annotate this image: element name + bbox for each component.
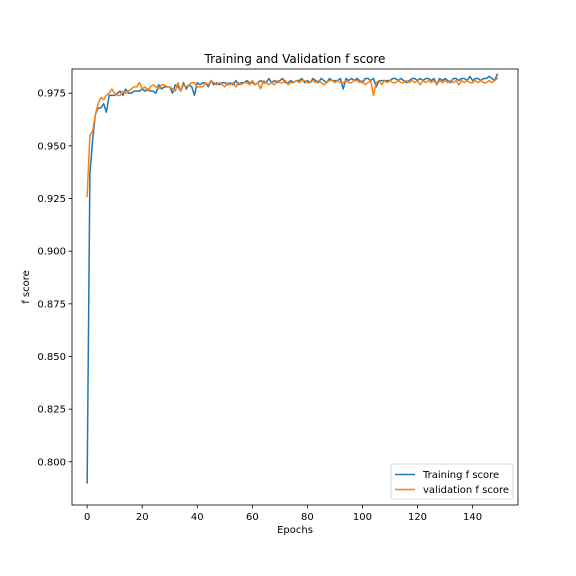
y-tick-label: 0.850 xyxy=(37,352,66,363)
legend: Training f score validation f score xyxy=(390,463,514,500)
y-tick-label: 0.875 xyxy=(37,299,66,310)
x-tick-label: 120 xyxy=(408,512,427,523)
x-axis-label: Epochs xyxy=(277,525,313,536)
series-line-training xyxy=(86,73,499,484)
y-tick-label: 0.925 xyxy=(37,194,66,205)
x-tick-label: 40 xyxy=(191,512,204,523)
x-tick-label: 100 xyxy=(353,512,372,523)
x-tick-label: 0 xyxy=(84,512,90,523)
y-tick-label: 0.900 xyxy=(37,247,66,258)
legend-label-training: Training f score xyxy=(422,470,499,481)
legend-label-validation: validation f score xyxy=(423,485,509,496)
x-axis: 0 20 40 60 80 100 120 140 xyxy=(84,505,482,523)
y-tick-label: 0.950 xyxy=(37,141,66,152)
y-axis: 0.800 0.825 0.850 0.875 0.900 0.925 0.950 0.975 xyxy=(37,89,72,468)
plot-frame xyxy=(71,68,519,506)
y-tick-label: 0.825 xyxy=(37,405,66,416)
y-axis-label: f score xyxy=(21,270,32,304)
x-tick-label: 80 xyxy=(301,512,314,523)
x-tick-label: 20 xyxy=(136,512,149,523)
legend-box xyxy=(390,463,514,500)
x-tick-label: 140 xyxy=(463,512,482,523)
y-tick-label: 0.800 xyxy=(37,457,66,468)
y-tick-label: 0.975 xyxy=(37,89,66,100)
plot-area xyxy=(86,73,499,484)
chart-title: Training and Validation f score xyxy=(204,52,386,66)
x-tick-label: 60 xyxy=(246,512,259,523)
series-line-validation xyxy=(86,77,499,198)
